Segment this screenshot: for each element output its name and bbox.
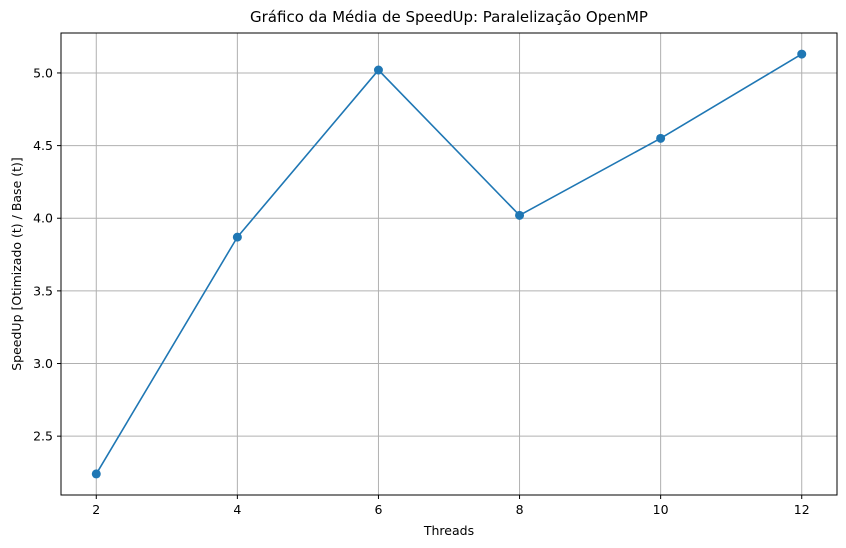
data-point	[515, 210, 525, 220]
x-tick-label: 10	[653, 502, 669, 517]
x-tick-label: 2	[92, 502, 100, 517]
x-tick-label: 8	[516, 502, 524, 517]
y-tick-label: 4.5	[33, 138, 53, 153]
data-point	[797, 49, 807, 59]
data-point	[232, 232, 242, 242]
data-point	[656, 133, 666, 143]
data-series	[91, 49, 807, 479]
y-tick-label: 5.0	[33, 65, 53, 80]
x-axis-ticks: 2 4 6 8 10 12	[92, 495, 810, 517]
y-tick-label: 2.5	[33, 429, 53, 444]
x-tick-label: 6	[374, 502, 382, 517]
series-line	[95, 53, 803, 475]
y-axis-ticks: 2.5 3.0 3.5 4.0 4.5 5.0	[33, 65, 61, 444]
data-point	[91, 469, 101, 479]
y-tick-label: 4.0	[33, 211, 53, 226]
data-point	[373, 65, 383, 75]
grid-lines	[61, 33, 837, 495]
plot-area-frame	[60, 32, 838, 496]
y-tick-label: 3.0	[33, 356, 53, 371]
y-axis-label: SpeedUp [Otimizado (t) / Base (t)]	[9, 157, 24, 371]
x-axis-label: Threads	[423, 523, 474, 538]
x-tick-label: 12	[794, 502, 810, 517]
y-tick-label: 3.5	[33, 283, 53, 298]
chart-title: Gráfico da Média de SpeedUp: Paralelizaç…	[250, 8, 648, 26]
x-tick-label: 4	[233, 502, 241, 517]
